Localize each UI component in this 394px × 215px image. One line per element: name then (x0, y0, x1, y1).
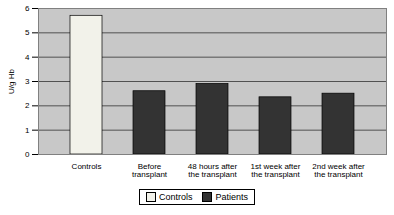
svg-text:1: 1 (25, 126, 30, 135)
svg-text:5: 5 (25, 28, 30, 37)
svg-text:Controls: Controls (72, 162, 102, 171)
html-text:Controls: Controls (159, 192, 193, 202)
html-text:Patients: Patients (215, 192, 248, 202)
svg-text:48 hours afterthe transplant: 48 hours afterthe transplant (188, 162, 238, 179)
svg-text:0: 0 (25, 150, 30, 159)
svg-text:2: 2 (25, 101, 30, 110)
svg-text:Beforetransplant: Beforetransplant (132, 162, 168, 179)
svg-text:2nd week afterthe transplant: 2nd week afterthe transplant (312, 162, 365, 179)
svg-text:4: 4 (25, 53, 30, 62)
svg-text:3: 3 (25, 77, 30, 86)
svg-text:1st week afterthe transplant: 1st week afterthe transplant (251, 162, 301, 179)
svg-text:6: 6 (25, 4, 30, 13)
svg-text:U/g Hb: U/g Hb (7, 69, 16, 94)
